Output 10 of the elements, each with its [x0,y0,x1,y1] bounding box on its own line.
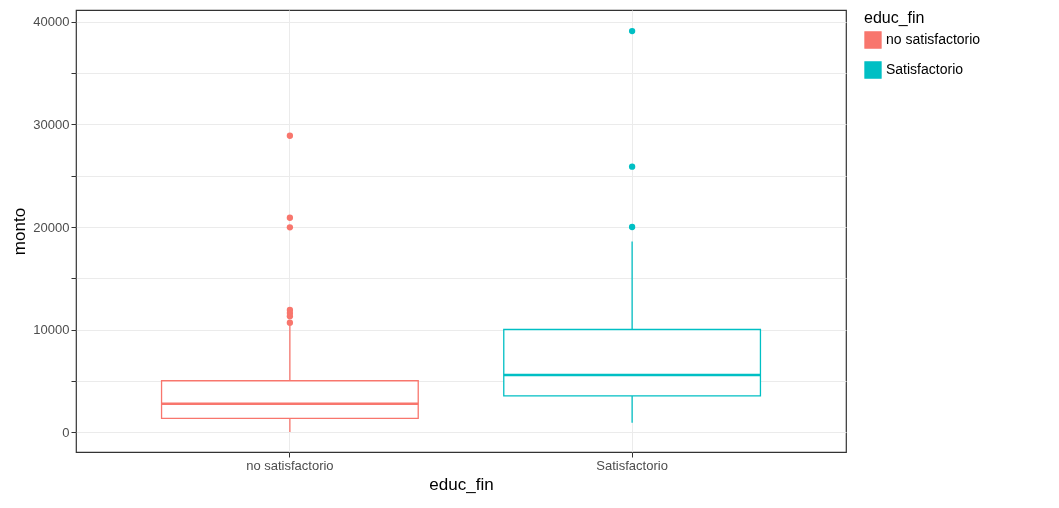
legend-title: educ_fin [864,9,925,27]
y-tick-label: 30000 [33,117,70,132]
legend-label: no satisfactorio [886,31,981,47]
y-tick-label: 40000 [33,14,70,30]
y-tick-label: 10000 [33,322,70,338]
legend-label: Satisfactorio [886,61,964,77]
x-axis-title: educ_fin [429,474,494,494]
y-axis-title: monto [10,207,30,256]
y-tick-label: 0 [62,424,70,440]
y-tick-label: 20000 [33,219,70,235]
